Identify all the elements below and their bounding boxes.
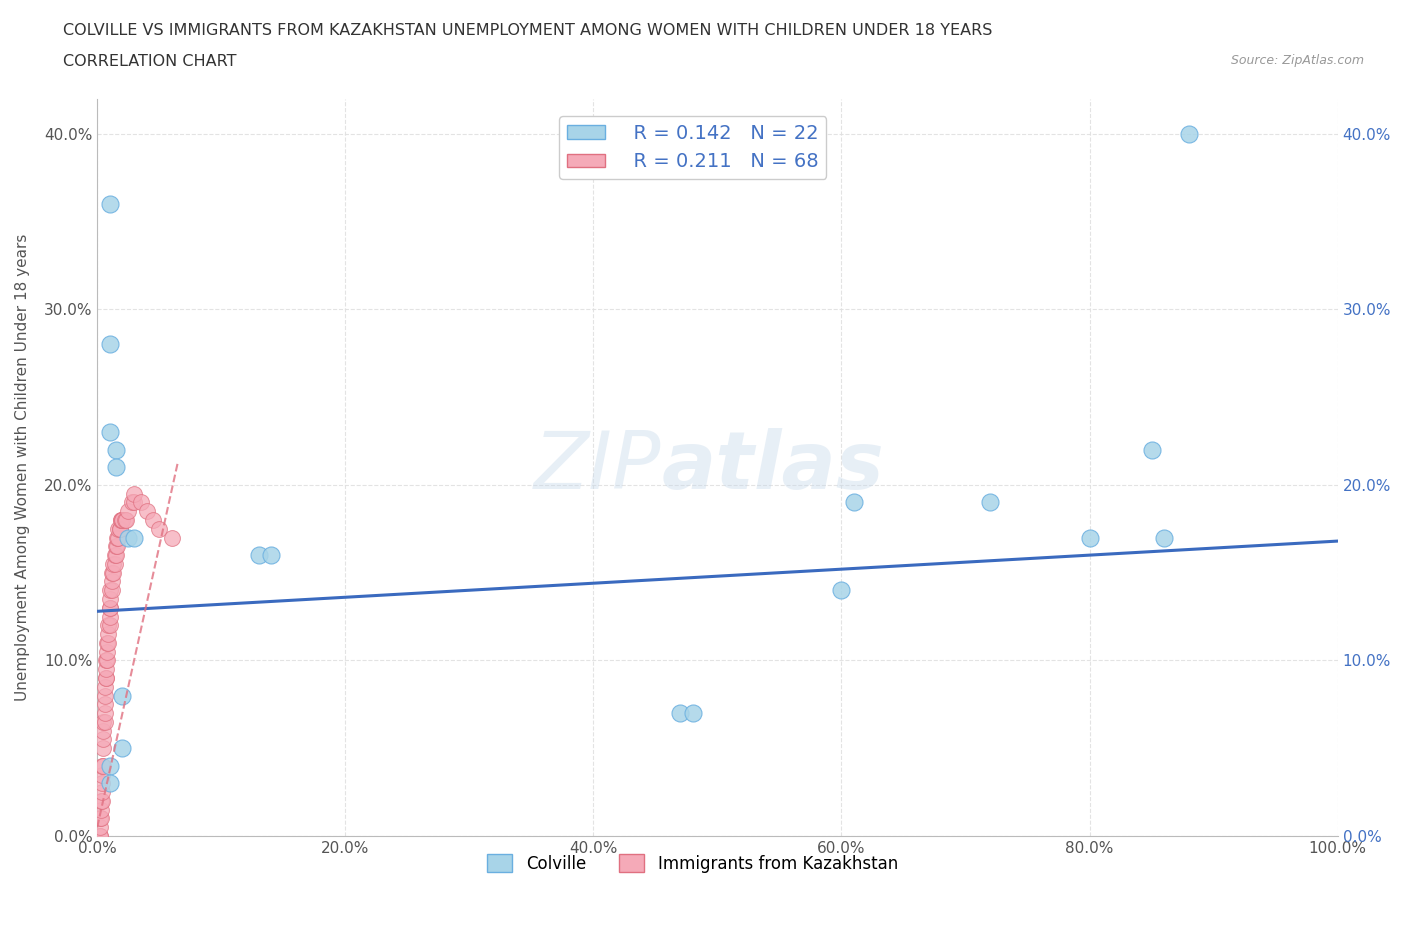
Text: CORRELATION CHART: CORRELATION CHART	[63, 54, 236, 69]
Point	[101, 583, 124, 598]
Point	[93, 758, 115, 773]
Point	[124, 530, 146, 545]
Point	[260, 548, 283, 563]
Text: atlas: atlas	[662, 429, 884, 506]
Point	[98, 609, 121, 624]
Point	[107, 522, 129, 537]
Point	[105, 538, 128, 553]
Point	[117, 504, 139, 519]
Point	[98, 601, 121, 616]
Point	[682, 706, 704, 721]
Point	[148, 522, 170, 537]
Point	[98, 337, 121, 352]
Point	[111, 688, 134, 703]
Point	[1178, 126, 1201, 141]
Point	[842, 495, 865, 510]
Point	[90, 803, 112, 817]
Point	[121, 495, 143, 510]
Point	[1153, 530, 1175, 545]
Point	[104, 538, 127, 553]
Point	[89, 811, 111, 826]
Point	[91, 793, 114, 808]
Point	[94, 671, 117, 685]
Point	[114, 512, 136, 527]
Point	[830, 583, 852, 598]
Point	[89, 829, 111, 844]
Point	[114, 512, 136, 527]
Point	[90, 793, 112, 808]
Point	[117, 530, 139, 545]
Point	[98, 583, 121, 598]
Text: COLVILLE VS IMMIGRANTS FROM KAZAKHSTAN UNEMPLOYMENT AMONG WOMEN WITH CHILDREN UN: COLVILLE VS IMMIGRANTS FROM KAZAKHSTAN U…	[63, 23, 993, 38]
Point	[110, 512, 132, 527]
Point	[89, 829, 111, 844]
Point	[96, 635, 118, 650]
Point	[110, 512, 132, 527]
Point	[108, 522, 131, 537]
Point	[108, 522, 131, 537]
Point	[89, 819, 111, 834]
Point	[111, 512, 134, 527]
Point	[98, 591, 121, 606]
Point	[98, 425, 121, 440]
Point	[111, 512, 134, 527]
Point	[93, 741, 115, 756]
Point	[96, 653, 118, 668]
Point	[91, 767, 114, 782]
Point	[101, 574, 124, 589]
Legend: Colville, Immigrants from Kazakhstan: Colville, Immigrants from Kazakhstan	[481, 848, 904, 879]
Point	[97, 627, 120, 642]
Point	[104, 548, 127, 563]
Point	[669, 706, 692, 721]
Point	[98, 758, 121, 773]
Point	[1078, 530, 1101, 545]
Y-axis label: Unemployment Among Women with Children Under 18 years: Unemployment Among Women with Children U…	[15, 233, 30, 701]
Point	[104, 556, 127, 571]
Point	[160, 530, 183, 545]
Point	[103, 556, 125, 571]
Point	[104, 460, 127, 475]
Point	[135, 504, 157, 519]
Point	[247, 548, 270, 563]
Point	[93, 688, 115, 703]
Point	[94, 653, 117, 668]
Point	[107, 530, 129, 545]
Point	[103, 565, 125, 580]
Point	[97, 618, 120, 632]
Point	[93, 714, 115, 729]
Point	[93, 724, 115, 738]
Point	[93, 679, 115, 694]
Point	[104, 548, 127, 563]
Point	[93, 714, 115, 729]
Point	[93, 706, 115, 721]
Text: ZIP: ZIP	[534, 429, 662, 506]
Point	[98, 601, 121, 616]
Point	[93, 697, 115, 711]
Point	[1140, 443, 1163, 458]
Point	[90, 811, 112, 826]
Point	[94, 671, 117, 685]
Point	[91, 776, 114, 790]
Point	[105, 530, 128, 545]
Point	[97, 635, 120, 650]
Point	[94, 662, 117, 677]
Point	[979, 495, 1001, 510]
Point	[104, 443, 127, 458]
Point	[91, 785, 114, 800]
Point	[96, 644, 118, 659]
Point	[91, 758, 114, 773]
Point	[101, 565, 124, 580]
Point	[111, 741, 134, 756]
Point	[98, 196, 121, 211]
Point	[142, 512, 165, 527]
Point	[129, 495, 152, 510]
Point	[124, 495, 146, 510]
Point	[93, 732, 115, 747]
Point	[98, 776, 121, 790]
Point	[124, 486, 146, 501]
Text: Source: ZipAtlas.com: Source: ZipAtlas.com	[1230, 54, 1364, 67]
Point	[98, 618, 121, 632]
